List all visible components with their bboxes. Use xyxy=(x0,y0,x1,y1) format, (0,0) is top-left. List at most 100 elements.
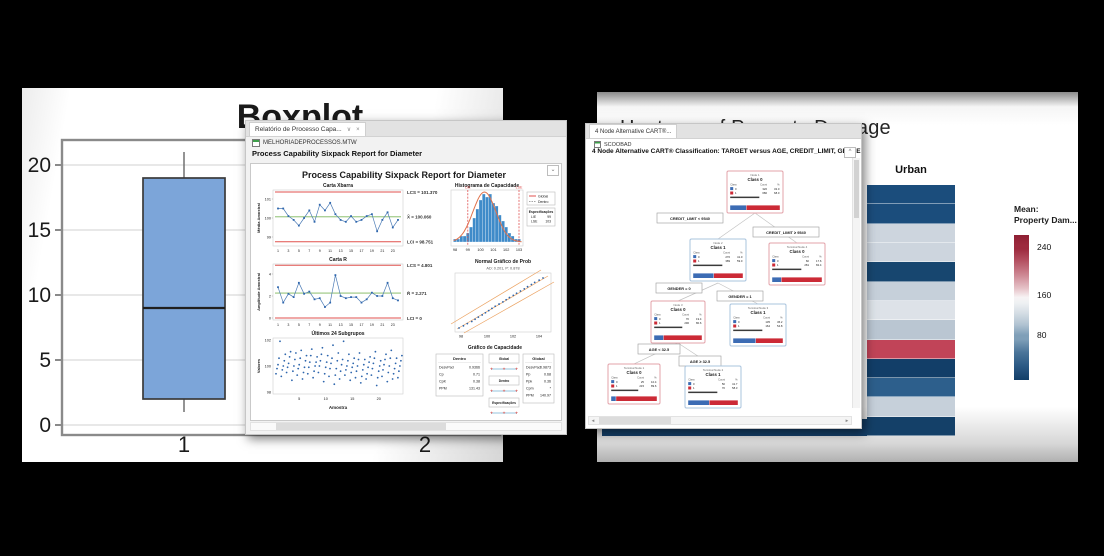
heatmap-cell xyxy=(867,378,955,398)
colorbar-tick-80: 80 xyxy=(1037,330,1047,340)
svg-text:+: + xyxy=(490,412,493,417)
heatmap-cell xyxy=(867,204,955,224)
svg-text:25: 25 xyxy=(641,380,645,384)
svg-text:Normal Gráfico de Prob: Normal Gráfico de Prob xyxy=(475,259,531,265)
svg-text:Carta R: Carta R xyxy=(329,257,347,263)
heatmap-legend-title-line1: Mean: xyxy=(1014,204,1039,214)
minitab-horizontal-scrollbar[interactable] xyxy=(250,422,562,431)
cart-vertical-scrollbar[interactable] xyxy=(852,158,860,408)
svg-text:98: 98 xyxy=(453,248,457,252)
heatmap-legend-title: Mean: Property Dam... xyxy=(1014,204,1077,225)
svg-text:100: 100 xyxy=(484,335,490,339)
split-label: GENDER = 0 xyxy=(655,282,703,294)
report-collapse-button[interactable]: ⌄ xyxy=(547,165,559,176)
svg-text:98: 98 xyxy=(267,391,271,395)
minitab-report-heading: Process Capability Sixpack Report for Di… xyxy=(252,149,423,158)
svg-text:82.4: 82.4 xyxy=(816,263,822,267)
svg-text:Class 1: Class 1 xyxy=(705,372,721,377)
cart-tree-chart: CREDIT_LIMIT < 9540 CREDIT_LIMIT ≥ 9540 GE… xyxy=(607,170,826,409)
svg-text:+: + xyxy=(515,412,518,417)
cart-worksheet-name: SCOOBAD xyxy=(604,141,632,148)
svg-text:21: 21 xyxy=(380,323,384,327)
svg-text:15: 15 xyxy=(28,219,51,242)
heatmap-column-header-urban: Urban xyxy=(895,164,927,176)
svg-text:Terminal Node 4: Terminal Node 4 xyxy=(787,245,808,249)
tree-edge xyxy=(717,212,756,240)
svg-text:CREDIT_LIMIT ≥ 9540: CREDIT_LIMIT ≥ 9540 xyxy=(766,230,806,235)
scroll-right-arrow[interactable]: ► xyxy=(844,418,850,423)
svg-text:13: 13 xyxy=(339,249,343,253)
svg-text:1: 1 xyxy=(277,323,279,327)
heatmap-cell xyxy=(867,416,955,437)
svg-text:0.9366: 0.9366 xyxy=(469,366,480,370)
cart-heading: 4 Node Alternative CART® Classification:… xyxy=(592,148,861,155)
minitab-sixpack-window[interactable]: Relatório de Processo Capa... ∨ × MELHOR… xyxy=(245,120,567,435)
svg-text:4: 4 xyxy=(269,273,271,277)
svg-text:Process Capability Sixpack Rep: Process Capability Sixpack Report for Di… xyxy=(302,170,507,180)
svg-text:41.7: 41.7 xyxy=(732,382,738,386)
svg-text:Global: Global xyxy=(532,356,544,361)
svg-text:320: 320 xyxy=(762,187,767,191)
heatmap-cell xyxy=(867,185,955,205)
svg-text:15: 15 xyxy=(349,323,353,327)
scrollbar-thumb[interactable] xyxy=(599,417,671,424)
svg-text:*: * xyxy=(550,387,552,391)
svg-text:LIE: LIE xyxy=(465,186,471,190)
svg-text:LCI = 98.751: LCI = 98.751 xyxy=(407,240,434,245)
svg-text:60: 60 xyxy=(806,259,810,263)
tab-close-icon[interactable]: × xyxy=(356,126,360,133)
svg-text:Count: Count xyxy=(723,250,730,254)
svg-text:131.43: 131.43 xyxy=(469,387,480,391)
svg-text:GENDER = 0: GENDER = 0 xyxy=(667,286,690,291)
worksheet-icon xyxy=(252,139,260,147)
heatmap-legend-title-line2: Property Dam... xyxy=(1014,214,1077,225)
svg-text:1: 1 xyxy=(735,191,737,195)
scrollbar-thumb[interactable] xyxy=(275,423,447,430)
svg-text:2: 2 xyxy=(419,432,431,457)
split-label: AGE < 32.5 xyxy=(637,343,681,355)
svg-text:1: 1 xyxy=(777,263,779,267)
svg-text:389: 389 xyxy=(725,259,730,263)
tab-collapse-icon[interactable]: ∨ xyxy=(346,126,352,133)
svg-text:%: % xyxy=(740,250,743,254)
svg-text:103: 103 xyxy=(516,248,522,252)
svg-text:Dentro: Dentro xyxy=(538,200,549,204)
svg-text:Class 0: Class 0 xyxy=(670,307,686,312)
cart-horizontal-scrollbar[interactable]: ◄ ► xyxy=(588,416,852,425)
svg-text:101: 101 xyxy=(490,248,496,252)
minitab-report-tab[interactable]: Relatório de Processo Capa... ∨ × xyxy=(249,122,366,136)
cart-tab[interactable]: 4 Node Alternative CART®... xyxy=(589,124,678,138)
svg-text:Node 1: Node 1 xyxy=(750,173,759,177)
minitab-worksheet-row: MELHORIADEPROCESSOS.MTW xyxy=(246,137,566,148)
scroll-left-arrow[interactable]: ◄ xyxy=(590,418,596,423)
svg-text:+: + xyxy=(490,390,493,395)
svg-text:Média Amostral: Média Amostral xyxy=(256,203,261,233)
svg-text:Cpm: Cpm xyxy=(526,387,534,391)
svg-text:Class: Class xyxy=(733,315,740,319)
minitab-report-canvas: Process Capability Sixpack Report for Di… xyxy=(250,163,562,421)
svg-text:1: 1 xyxy=(693,386,695,390)
svg-text:9: 9 xyxy=(319,249,321,253)
cart-tree-window[interactable]: 4 Node Alternative CART®... SCOOBAD 4 No… xyxy=(585,123,862,429)
svg-text:Amostra: Amostra xyxy=(329,405,348,410)
svg-text:103: 103 xyxy=(545,220,551,224)
split-label: AGE ≥ 32.5 xyxy=(678,355,722,367)
cart-collapse-button[interactable]: ^ xyxy=(844,147,856,158)
svg-text:Terminal Node 3: Terminal Node 3 xyxy=(748,306,769,310)
colorbar-tick-160: 160 xyxy=(1037,290,1052,300)
svg-text:+: + xyxy=(515,368,518,373)
svg-text:DesvPad: DesvPad xyxy=(526,366,541,370)
svg-text:54.8: 54.8 xyxy=(777,324,783,328)
svg-text:Class: Class xyxy=(730,182,737,186)
svg-text:1: 1 xyxy=(277,249,279,253)
svg-text:0.71: 0.71 xyxy=(473,373,480,377)
scrollbar-thumb[interactable] xyxy=(854,160,859,218)
